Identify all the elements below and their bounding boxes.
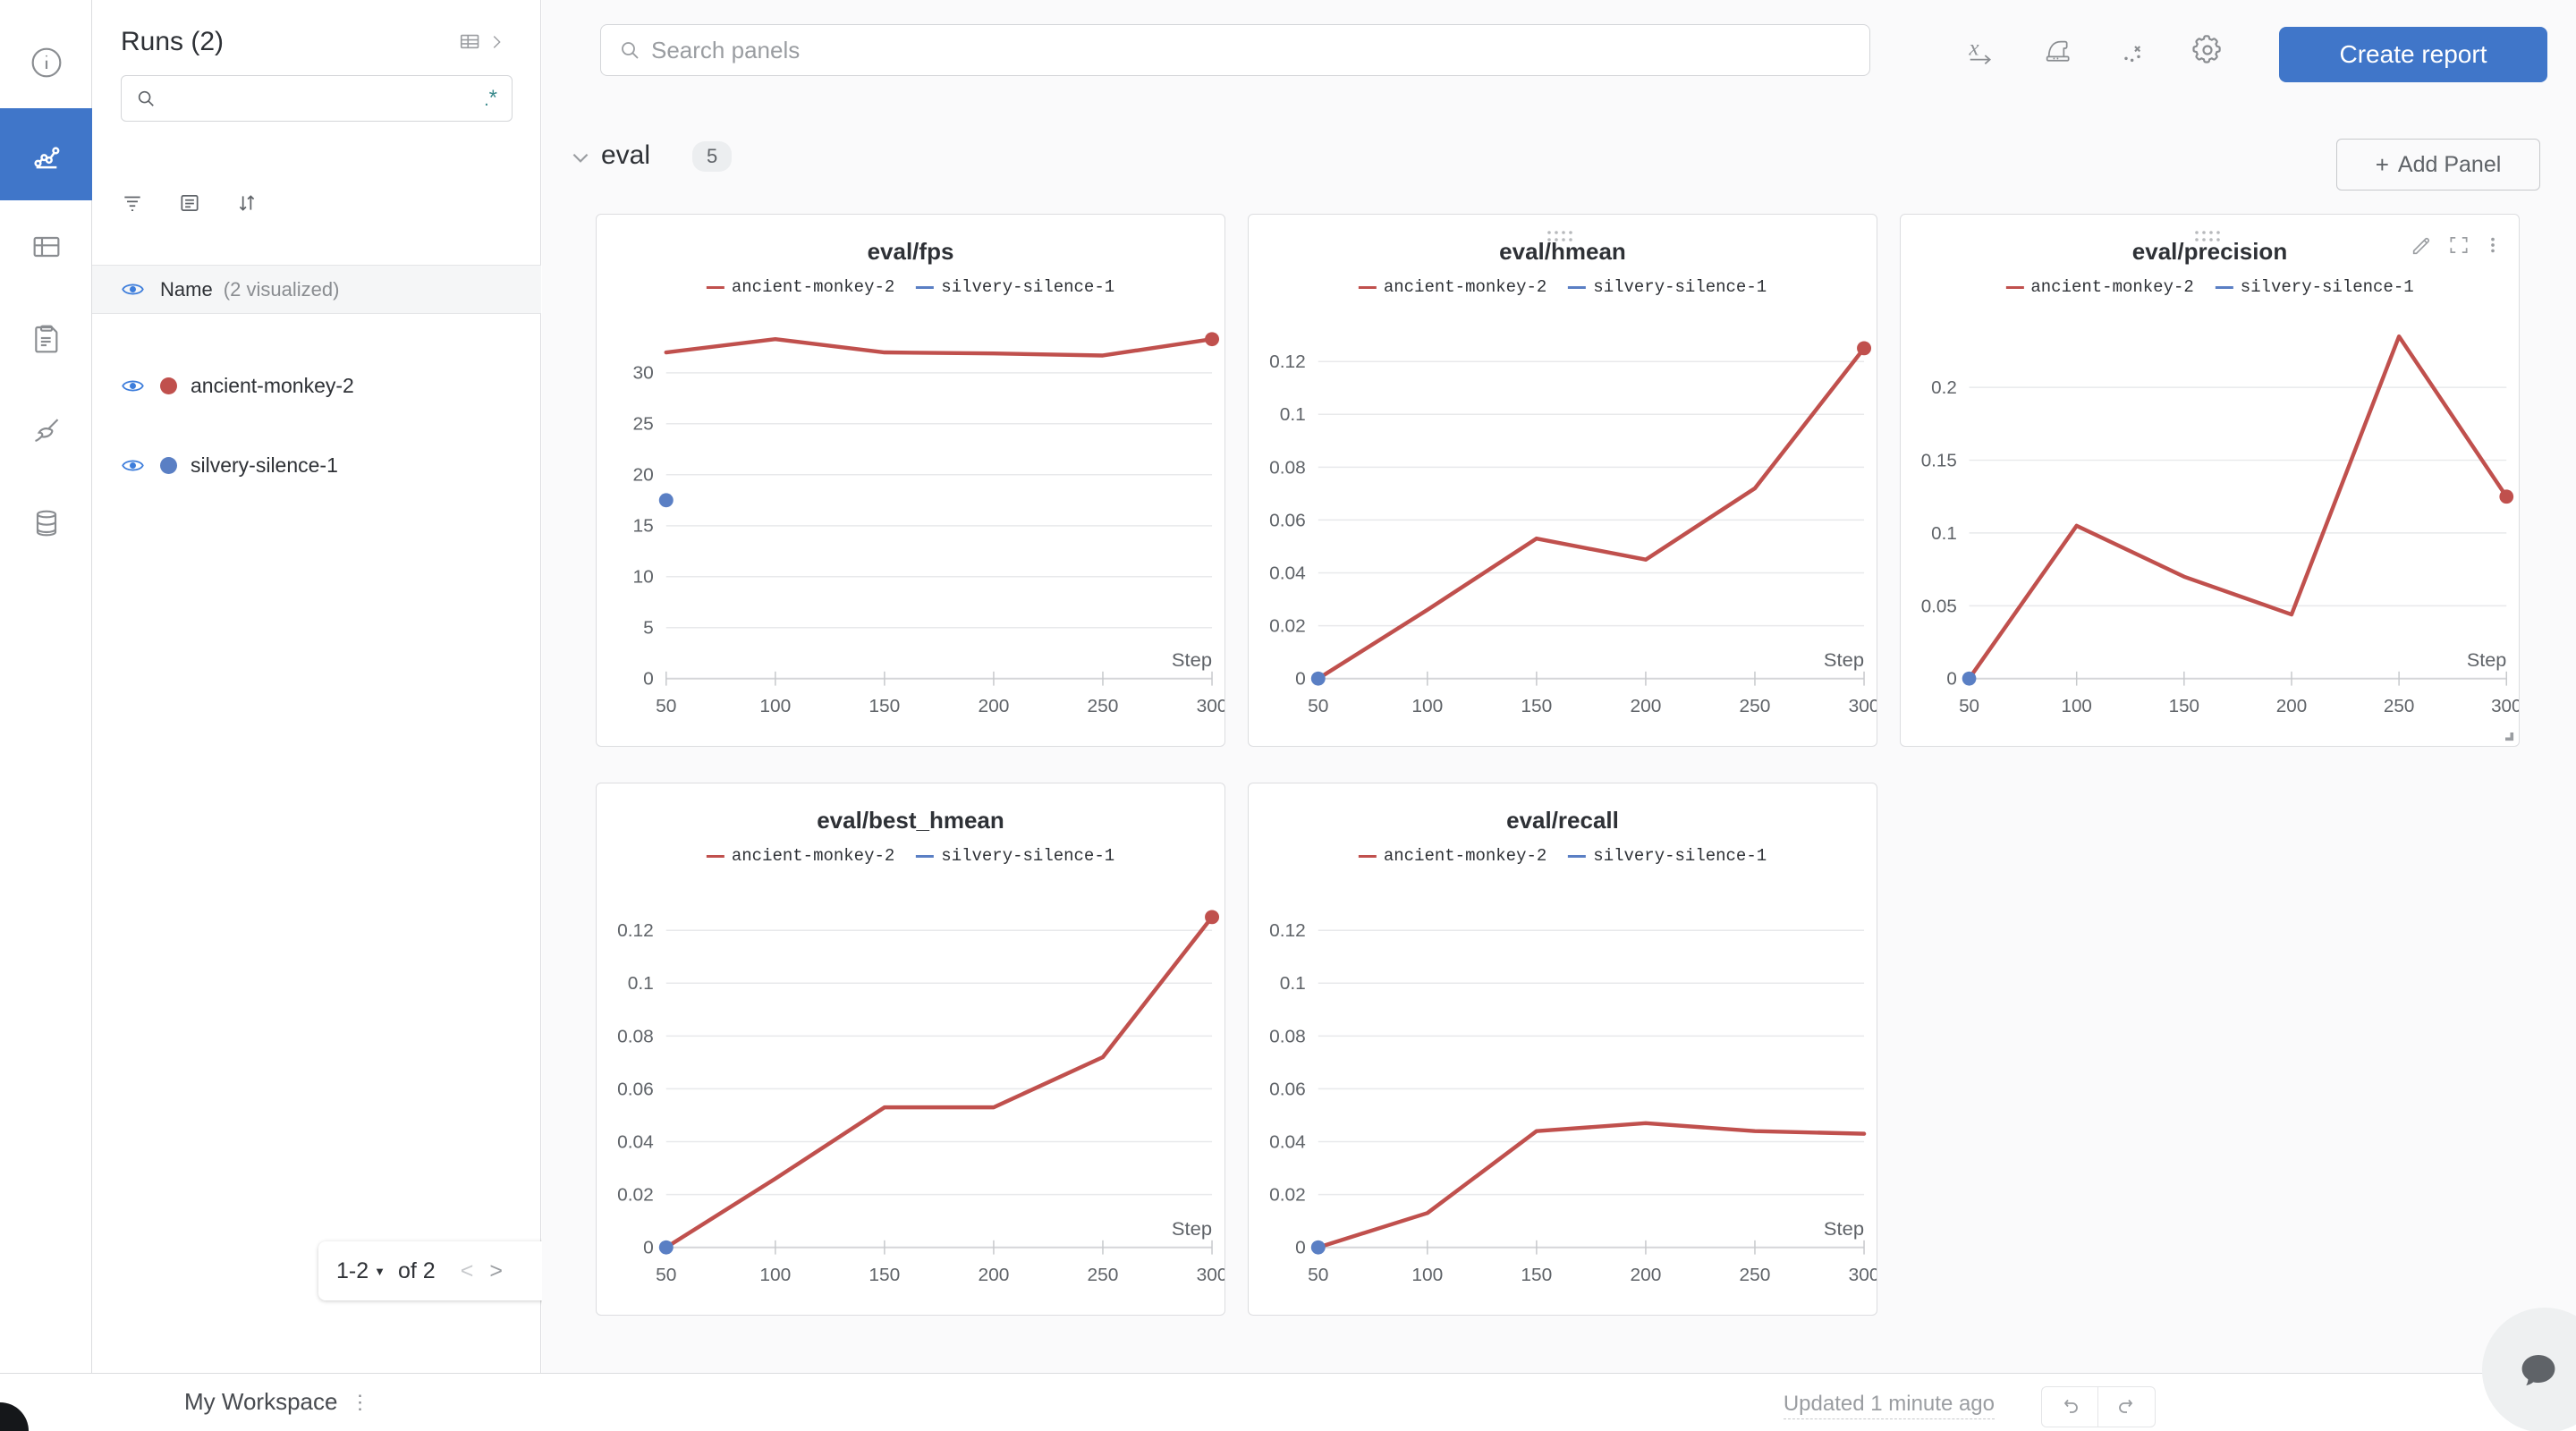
svg-text:50: 50 bbox=[1959, 696, 1979, 716]
svg-text:20: 20 bbox=[633, 465, 654, 486]
svg-text:Step: Step bbox=[1824, 648, 1864, 671]
svg-text:250: 250 bbox=[1740, 696, 1771, 716]
svg-text:100: 100 bbox=[759, 1265, 791, 1285]
svg-text:25: 25 bbox=[633, 414, 654, 435]
svg-text:300: 300 bbox=[1849, 1265, 1877, 1285]
svg-text:0.06: 0.06 bbox=[1269, 1079, 1306, 1099]
svg-text:0.1: 0.1 bbox=[1280, 404, 1306, 425]
svg-text:150: 150 bbox=[1521, 1265, 1552, 1285]
svg-text:150: 150 bbox=[869, 696, 900, 716]
svg-text:0.04: 0.04 bbox=[617, 1132, 654, 1153]
svg-text:50: 50 bbox=[1308, 1265, 1328, 1285]
svg-text:5: 5 bbox=[643, 618, 654, 639]
svg-text:10: 10 bbox=[633, 567, 654, 588]
svg-text:0.06: 0.06 bbox=[617, 1079, 654, 1099]
svg-text:250: 250 bbox=[1088, 1265, 1119, 1285]
svg-text:Step: Step bbox=[1824, 1217, 1864, 1240]
svg-text:300: 300 bbox=[1197, 696, 1224, 716]
svg-text:300: 300 bbox=[1849, 696, 1877, 716]
svg-text:200: 200 bbox=[1630, 696, 1661, 716]
svg-text:Step: Step bbox=[2467, 648, 2506, 671]
svg-text:0.06: 0.06 bbox=[1269, 510, 1306, 530]
svg-text:100: 100 bbox=[2062, 696, 2092, 716]
svg-text:100: 100 bbox=[759, 696, 791, 716]
svg-text:0.04: 0.04 bbox=[1269, 1132, 1306, 1153]
svg-text:200: 200 bbox=[978, 696, 1009, 716]
svg-text:0.08: 0.08 bbox=[1269, 1026, 1306, 1046]
svg-text:100: 100 bbox=[1411, 696, 1443, 716]
svg-text:0.1: 0.1 bbox=[1280, 973, 1306, 994]
svg-text:0.12: 0.12 bbox=[1269, 351, 1306, 372]
svg-text:0.05: 0.05 bbox=[1921, 596, 1957, 616]
svg-text:0.02: 0.02 bbox=[617, 1185, 654, 1206]
svg-text:0.1: 0.1 bbox=[628, 973, 654, 994]
svg-text:250: 250 bbox=[1088, 696, 1119, 716]
svg-text:0.1: 0.1 bbox=[1931, 523, 1957, 544]
svg-text:50: 50 bbox=[656, 696, 676, 716]
svg-text:200: 200 bbox=[2276, 696, 2307, 716]
svg-text:0.12: 0.12 bbox=[617, 920, 654, 941]
svg-text:100: 100 bbox=[1411, 1265, 1443, 1285]
svg-text:0.04: 0.04 bbox=[1269, 563, 1306, 584]
svg-text:0.12: 0.12 bbox=[1269, 920, 1306, 941]
svg-text:Step: Step bbox=[1172, 648, 1212, 671]
svg-text:0.02: 0.02 bbox=[1269, 1185, 1306, 1206]
svg-text:150: 150 bbox=[2169, 696, 2199, 716]
svg-text:0.08: 0.08 bbox=[1269, 457, 1306, 478]
svg-text:200: 200 bbox=[1630, 1265, 1661, 1285]
svg-text:0: 0 bbox=[1295, 1238, 1306, 1258]
svg-text:0.2: 0.2 bbox=[1931, 377, 1957, 398]
svg-text:0.02: 0.02 bbox=[1269, 616, 1306, 637]
svg-text:300: 300 bbox=[1197, 1265, 1224, 1285]
svg-text:50: 50 bbox=[1308, 696, 1328, 716]
svg-text:0: 0 bbox=[643, 669, 654, 690]
svg-text:Step: Step bbox=[1172, 1217, 1212, 1240]
svg-text:200: 200 bbox=[978, 1265, 1009, 1285]
svg-text:30: 30 bbox=[633, 363, 654, 384]
svg-text:50: 50 bbox=[656, 1265, 676, 1285]
svg-text:15: 15 bbox=[633, 516, 654, 537]
svg-text:0.15: 0.15 bbox=[1921, 450, 1957, 470]
svg-text:0: 0 bbox=[643, 1238, 654, 1258]
svg-text:250: 250 bbox=[1740, 1265, 1771, 1285]
svg-text:150: 150 bbox=[869, 1265, 900, 1285]
svg-text:0: 0 bbox=[1295, 669, 1306, 690]
svg-text:300: 300 bbox=[2491, 696, 2519, 716]
svg-text:x: x bbox=[1968, 35, 1979, 60]
svg-text:0: 0 bbox=[1946, 669, 1956, 690]
svg-text:0.08: 0.08 bbox=[617, 1026, 654, 1046]
svg-text:150: 150 bbox=[1521, 696, 1552, 716]
svg-text:250: 250 bbox=[2384, 696, 2414, 716]
